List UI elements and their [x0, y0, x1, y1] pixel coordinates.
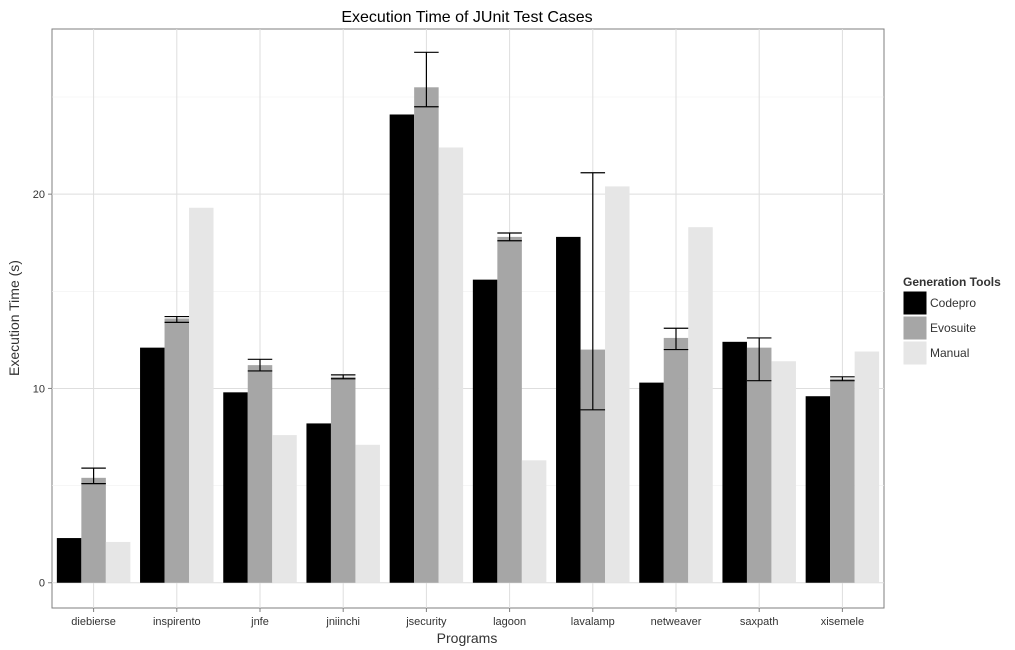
bar-manual-diebierse	[105, 541, 131, 583]
bar-evosuite-netweaver	[663, 337, 689, 583]
bar-manual-inspirento	[189, 207, 214, 583]
x-tick-label: diebierse	[71, 616, 116, 628]
bar-codepro-netweaver	[639, 382, 664, 583]
legend-swatch-codepro	[902, 290, 928, 316]
bar-manual-xisemele	[854, 351, 880, 583]
bar-manual-jsecurity	[438, 147, 464, 583]
bar-codepro-lagoon	[472, 279, 498, 583]
bar-evosuite-lagoon	[497, 236, 522, 583]
bar-codepro-diebierse	[56, 538, 82, 583]
x-tick-label: jsecurity	[405, 616, 447, 628]
legend-label-manual: Manual	[930, 346, 969, 360]
bar-evosuite-jsecurity	[414, 87, 439, 583]
bar-manual-jnfe	[272, 435, 297, 583]
y-axis: 0 10 20	[33, 189, 52, 590]
bar-manual-lagoon	[521, 460, 547, 583]
bar-manual-netweaver	[688, 227, 713, 583]
bar-evosuite-saxpath	[746, 347, 772, 583]
x-axis: diebierse inspirento jnfe jniinchi jsecurity…	[71, 608, 864, 628]
legend: Generation Tools Codepro Evosuite Manual	[902, 275, 1001, 366]
x-tick-label: inspirento	[153, 616, 201, 628]
bar-evosuite-inspirento	[164, 318, 190, 583]
legend-label-codepro: Codepro	[930, 296, 976, 310]
bar-codepro-jsecurity	[389, 114, 415, 583]
legend-title: Generation Tools	[903, 275, 1001, 289]
y-axis-label: Execution Time (s)	[6, 260, 22, 376]
x-tick-label: jniinchi	[325, 616, 360, 628]
bar-evosuite-jnfe	[247, 365, 273, 583]
bar-evosuite-xisemele	[830, 378, 855, 583]
x-tick-label: netweaver	[651, 616, 702, 628]
y-tick-label: 10	[33, 383, 45, 395]
bars	[56, 87, 880, 583]
bar-codepro-jnfe	[223, 392, 248, 583]
x-tick-label: lavalamp	[571, 616, 615, 628]
bar-codepro-jniinchi	[306, 423, 331, 583]
bar-codepro-inspirento	[140, 347, 165, 583]
x-tick-label: jnfe	[250, 616, 269, 628]
bar-evosuite-jniinchi	[330, 376, 356, 583]
bar-manual-lavalamp	[605, 186, 630, 583]
bar-evosuite-diebierse	[81, 477, 106, 583]
bar-manual-jniinchi	[355, 444, 380, 583]
bar-codepro-xisemele	[805, 396, 831, 583]
x-tick-label: saxpath	[740, 616, 779, 628]
x-tick-label: xisemele	[821, 616, 864, 628]
error-bars	[81, 51, 855, 485]
bar-codepro-saxpath	[722, 341, 747, 583]
x-axis-label: Programs	[437, 630, 498, 646]
x-tick-label: lagoon	[493, 616, 526, 628]
bar-manual-saxpath	[771, 361, 796, 583]
legend-swatch-evosuite	[902, 315, 928, 341]
chart-title: Execution Time of JUnit Test Cases	[341, 9, 592, 26]
y-tick-label: 20	[33, 189, 45, 201]
bar-codepro-lavalamp	[556, 236, 581, 583]
y-tick-label: 0	[39, 578, 45, 590]
legend-swatch-manual	[902, 340, 928, 366]
legend-label-evosuite: Evosuite	[930, 321, 976, 335]
